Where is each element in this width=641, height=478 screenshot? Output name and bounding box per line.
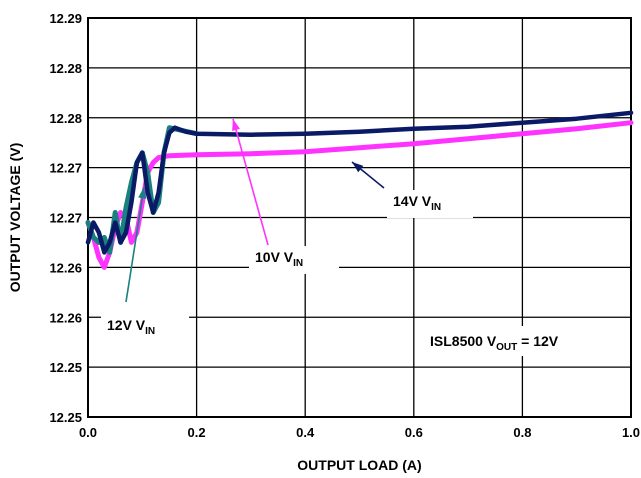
y-tick-labels: 12.25 12.25 12.26 12.26 12.27 12.27 12.28 12.28… <box>49 11 82 425</box>
arrow-line <box>232 118 269 246</box>
series-line <box>85 120 634 270</box>
y-tick-label: 12.26 <box>49 260 82 275</box>
x-tick-label: 0.4 <box>296 425 315 440</box>
y-tick-label: 12.26 <box>49 310 82 325</box>
arrow-head <box>352 162 364 173</box>
series-label-12v-sub: IN <box>145 326 155 337</box>
series-label-12v-main: 12V V <box>107 317 146 333</box>
arrows <box>125 118 385 303</box>
plot-frame <box>87 17 632 418</box>
series-label-12v: 12V VIN <box>107 317 155 337</box>
grid <box>88 18 631 417</box>
annotation-sub: OUT <box>496 342 517 353</box>
y-tick-label: 12.28 <box>49 61 82 76</box>
series-layer <box>85 110 634 270</box>
x-tick-label: 1.0 <box>622 425 640 440</box>
arrow-head <box>138 187 147 199</box>
y-tick-label: 12.25 <box>49 360 82 375</box>
x-tick-labels: 0.0 0.2 0.4 0.6 0.8 1.0 <box>79 425 640 440</box>
label-bg-12v <box>101 314 189 342</box>
series-label-14v-main: 14V V <box>393 193 432 209</box>
series-label-10v: 10V VIN <box>255 249 303 269</box>
x-tick-label: 0.8 <box>513 425 531 440</box>
x-tick-label: 0.2 <box>188 425 206 440</box>
annotation-box-bg <box>422 326 620 356</box>
y-tick-label: 12.29 <box>49 11 82 26</box>
y-axis-label: OUTPUT VOLTAGE (V) <box>7 143 23 293</box>
annotation-main: ISL8500 V <box>430 333 497 349</box>
series-line <box>85 110 634 255</box>
series-label-14v: 14V VIN <box>393 193 441 213</box>
annotation-box-text: ISL8500 VOUT = 12V <box>430 333 559 353</box>
annotation-tail: = 12V <box>517 333 559 349</box>
series-label-10v-main: 10V V <box>255 249 294 265</box>
x-tick-label: 0.6 <box>405 425 423 440</box>
y-tick-label: 12.25 <box>49 410 82 425</box>
y-tick-label: 12.28 <box>49 111 82 126</box>
x-axis-label: OUTPUT LOAD (A) <box>297 457 421 473</box>
label-bg-10v <box>249 246 339 274</box>
y-tick-label: 12.27 <box>49 211 82 226</box>
label-bg-14v <box>387 190 473 218</box>
series-label-14v-sub: IN <box>431 202 441 213</box>
arrow-head <box>232 119 240 131</box>
y-tick-label: 12.27 <box>49 161 82 176</box>
x-tick-label: 0.0 <box>79 425 97 440</box>
arrow-line <box>125 186 145 303</box>
series-label-10v-sub: IN <box>293 258 303 269</box>
